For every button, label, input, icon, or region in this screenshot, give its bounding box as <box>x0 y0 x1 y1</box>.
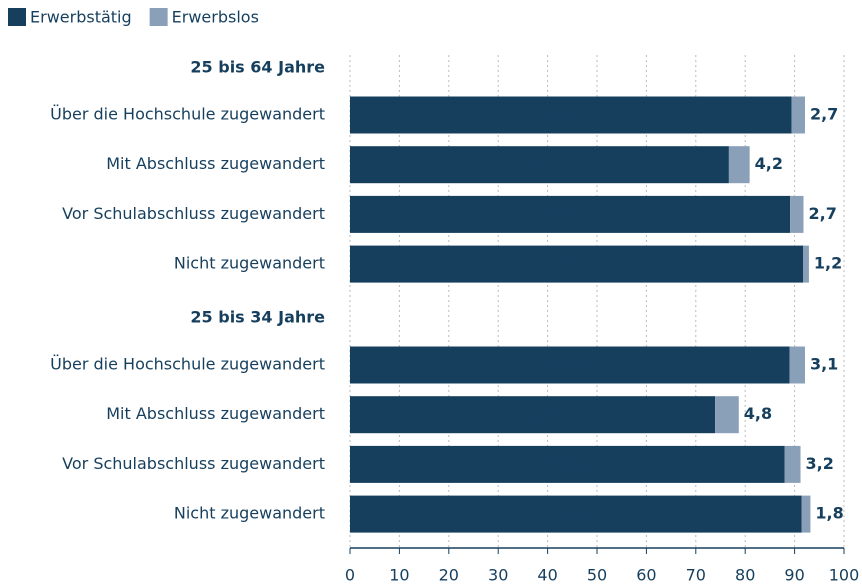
bar-segment <box>791 96 805 134</box>
y-tick-label: Mit Abschluss zugewandert <box>106 404 325 423</box>
group-header: 25 bis 64 Jahre <box>190 58 325 77</box>
bar-segment <box>350 96 792 134</box>
x-tick-label: 0 <box>345 566 355 585</box>
y-tick-label: Nicht zugewandert <box>174 254 325 273</box>
bar-segment <box>801 495 811 533</box>
x-tick-label: 20 <box>439 566 459 585</box>
x-tick-label: 40 <box>537 566 557 585</box>
y-tick-label: Vor Schulabschluss zugewandert <box>62 454 325 473</box>
bar-segment <box>715 396 739 434</box>
bar-segment <box>790 195 804 233</box>
bar-segment <box>784 445 801 483</box>
value-label: 3,2 <box>806 454 834 473</box>
value-label: 3,1 <box>810 355 838 374</box>
bar-segment <box>789 346 805 384</box>
value-label: 73,9 <box>513 404 552 423</box>
x-tick-label: 60 <box>636 566 656 585</box>
y-tick-label: Über die Hochschule zugewandert <box>50 355 325 374</box>
y-tick-label: Mit Abschluss zugewandert <box>106 154 325 173</box>
y-tick-label: Über die Hochschule zugewandert <box>50 105 325 124</box>
bar-segment <box>350 495 802 533</box>
x-tick-label: 70 <box>686 566 706 585</box>
value-label: 4,8 <box>744 404 772 423</box>
value-label: 2,7 <box>810 105 838 124</box>
value-label: 76,7 <box>520 154 559 173</box>
x-tick-label: 30 <box>488 566 508 585</box>
value-label: 4,2 <box>755 154 783 173</box>
bar-segment <box>802 245 809 283</box>
bar-segment <box>350 146 729 184</box>
bar-segment <box>728 146 750 184</box>
x-tick-label: 50 <box>587 566 607 585</box>
legend-swatch <box>8 8 26 26</box>
value-label: 89,1 <box>550 204 589 223</box>
group-header: 25 bis 34 Jahre <box>190 308 325 327</box>
value-label: 1,2 <box>814 254 842 273</box>
legend-swatch <box>149 8 168 26</box>
x-tick-label: 10 <box>389 566 409 585</box>
value-label: 89,0 <box>550 355 589 374</box>
value-label: 91,4 <box>556 504 595 523</box>
bar-segment <box>350 245 803 283</box>
bar-segment <box>350 445 785 483</box>
legend-label: Erwerbslos <box>172 8 259 27</box>
value-label: 1,8 <box>815 504 843 523</box>
bar-segment <box>350 346 790 384</box>
x-tick-label: 100 <box>829 566 860 585</box>
value-label: 88,0 <box>548 454 587 473</box>
bar-segment <box>350 396 716 434</box>
y-tick-label: Vor Schulabschluss zugewandert <box>62 204 325 223</box>
value-label: 2,7 <box>808 204 836 223</box>
legend-label: Erwerbstätig <box>30 8 132 27</box>
bar-segment <box>350 195 791 233</box>
x-tick-label: 80 <box>735 566 755 585</box>
value-label: 89,4 <box>551 105 590 124</box>
value-label: 91,7 <box>557 254 596 273</box>
y-tick-label: Nicht zugewandert <box>174 504 325 523</box>
x-tick-label: 90 <box>784 566 804 585</box>
